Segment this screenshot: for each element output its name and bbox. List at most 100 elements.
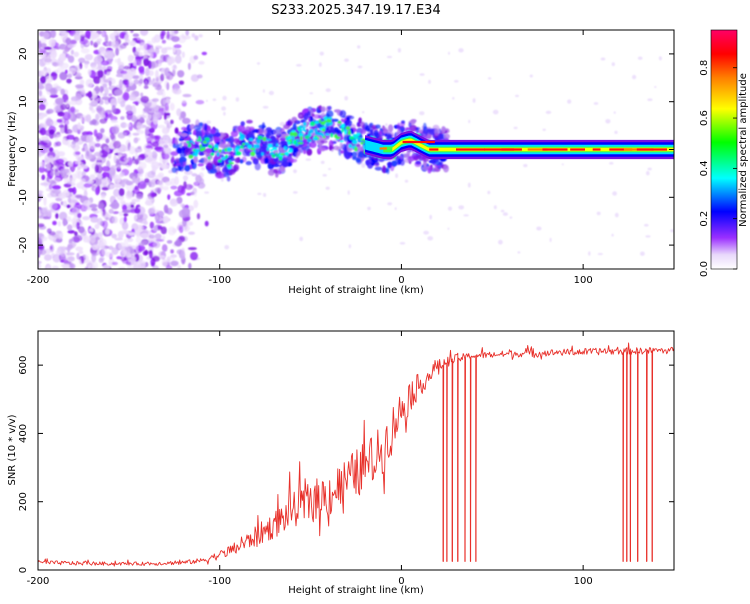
colorbar-tick-label: 0.8 bbox=[699, 60, 710, 76]
spectrogram-noise-blob bbox=[44, 46, 52, 50]
spectrogram-halo-blob bbox=[230, 142, 234, 148]
spectrogram-faint-blob bbox=[670, 229, 674, 233]
spectrogram-noise-blob bbox=[110, 201, 120, 210]
spectrogram-faint-blob bbox=[529, 74, 533, 78]
spectrogram-noise-blob bbox=[80, 48, 90, 54]
spectrogram-halo-blob bbox=[205, 148, 212, 154]
spectrogram-noise-blob bbox=[47, 155, 54, 160]
spectrogram-ridge-speckle bbox=[221, 157, 226, 160]
spectrogram-noise-blob bbox=[66, 252, 75, 256]
spectrogram-faint-blob bbox=[536, 226, 542, 231]
spectrogram-halo-blob bbox=[374, 166, 383, 171]
spectrogram-halo-blob bbox=[276, 135, 280, 139]
spectrogram-noise-blob bbox=[161, 127, 170, 135]
spectrogram-noise-blob bbox=[154, 135, 161, 140]
spectrogram-noise-blob bbox=[162, 216, 168, 223]
spectrogram-noise-blob bbox=[54, 104, 62, 112]
snr-x-ticks: -200 -100 0 100 bbox=[27, 331, 593, 587]
spectrogram-noise-blob bbox=[59, 71, 68, 81]
spectrogram-halo-blob bbox=[213, 136, 221, 143]
spectrogram-halo-blob bbox=[434, 128, 440, 136]
spectrogram-halo-blob bbox=[277, 170, 282, 175]
spectrogram-halo-blob bbox=[197, 163, 204, 167]
spectrogram-noise-blob bbox=[98, 200, 104, 209]
spectrogram-halo-blob bbox=[198, 123, 204, 130]
spectrogram-noise-blob bbox=[103, 69, 112, 72]
spectrogram-halo-blob bbox=[340, 118, 345, 123]
spectrogram-halo-blob bbox=[333, 145, 340, 151]
spectrogram-halo-blob bbox=[329, 144, 333, 151]
spectrogram-noise-blob bbox=[155, 238, 165, 242]
spectrogram-noise-blob bbox=[118, 211, 124, 217]
spectrogram-noise-blob bbox=[139, 116, 145, 124]
spectrogram-noise-blob bbox=[148, 127, 155, 134]
spectrogram-noise-blob bbox=[97, 53, 102, 60]
spectrogram-ridge-speckle bbox=[337, 120, 342, 124]
spectrogram-halo-blob bbox=[273, 149, 279, 154]
spectrogram-noise-blob bbox=[117, 57, 121, 67]
spectrogram-halo-blob bbox=[179, 151, 186, 158]
spectrogram-halo-blob bbox=[233, 164, 240, 172]
spectrogram-noise-blob bbox=[114, 30, 121, 36]
spectrogram-faint-blob bbox=[299, 236, 304, 242]
spectrogram-noise-blob bbox=[122, 92, 130, 101]
ridge-band-yellow bbox=[392, 138, 674, 152]
spectrogram-halo-blob bbox=[386, 162, 393, 167]
spectrogram-noise-blob bbox=[82, 237, 91, 243]
spectrogram-noise-blob bbox=[77, 212, 82, 219]
spectrogram-noise-blob bbox=[69, 100, 78, 106]
spectrogram-noise-blob bbox=[111, 261, 118, 266]
spectrogram-noise-blob bbox=[133, 107, 137, 115]
spectrogram-noise-blob bbox=[131, 75, 140, 79]
spectrogram-y-tick-label: -10 bbox=[18, 189, 29, 205]
spectrogram-noise-blob bbox=[85, 131, 93, 136]
spectrogram-halo-blob bbox=[321, 106, 326, 113]
spectrogram-noise-blob bbox=[123, 216, 127, 223]
spectrogram-halo-blob bbox=[237, 156, 241, 163]
spectrogram-noise-blob bbox=[80, 178, 86, 183]
spectrogram-noise-blob bbox=[41, 113, 48, 117]
spectrogram-ridge-speckle bbox=[261, 152, 264, 156]
spectrogram-halo-blob bbox=[226, 155, 233, 160]
spectrogram-noise-blob bbox=[75, 72, 82, 78]
spectrogram-faint-blob bbox=[385, 123, 388, 127]
spectrogram-halo-blob bbox=[355, 158, 362, 163]
spectrogram-noise-blob bbox=[156, 91, 164, 96]
spectrogram-noise-blob bbox=[195, 100, 205, 105]
spectrogram-noise-blob bbox=[174, 54, 182, 64]
spectrogram-ridge-speckle bbox=[360, 138, 367, 141]
spectrogram-noise-blob bbox=[86, 134, 94, 143]
spectrogram-noise-blob bbox=[63, 175, 68, 184]
spectrogram-noise-blob bbox=[107, 113, 114, 118]
spectrogram-faint-blob bbox=[492, 109, 499, 115]
spectrogram-halo-blob bbox=[410, 119, 417, 123]
spectrogram-noise-blob bbox=[111, 247, 119, 255]
spectrogram-ridge-speckle bbox=[352, 134, 356, 137]
spectrogram-noise-blob bbox=[121, 248, 127, 254]
spectrogram-halo-blob bbox=[415, 127, 420, 134]
spectrogram-noise-blob bbox=[123, 213, 129, 217]
spectrogram-noise-blob bbox=[92, 90, 96, 96]
spectrogram-noise-blob bbox=[48, 147, 54, 152]
spectrogram-noise-blob bbox=[99, 150, 109, 158]
spectrogram-noise-blob bbox=[95, 186, 100, 196]
colorbar-tick-label: 0.2 bbox=[699, 211, 710, 227]
spectrogram-noise-blob bbox=[74, 65, 81, 73]
spectrogram-faint-blob bbox=[309, 92, 314, 95]
spectrogram-noise-blob bbox=[133, 59, 137, 67]
spectrogram-ridge-speckle bbox=[206, 139, 210, 143]
spectrogram-noise-blob bbox=[40, 75, 47, 84]
spectrogram-noise-blob bbox=[48, 179, 57, 184]
spectrogram-halo-blob bbox=[406, 149, 411, 157]
spectrogram-noise-blob bbox=[161, 39, 166, 44]
spectrogram-noise-blob bbox=[70, 49, 74, 55]
spectrogram-ridge-speckle bbox=[349, 136, 355, 141]
spectrogram-noise-blob bbox=[38, 161, 46, 168]
spectrogram-faint-blob bbox=[605, 119, 611, 124]
spectrogram-ridge-speckle bbox=[275, 152, 278, 155]
spectrogram-halo-blob bbox=[184, 147, 192, 156]
spectrogram-noise-blob bbox=[79, 32, 87, 37]
spectrogram-halo-blob bbox=[311, 113, 315, 117]
spectrogram-noise-blob bbox=[76, 221, 80, 230]
spectrogram-ridge-speckle bbox=[228, 160, 232, 163]
